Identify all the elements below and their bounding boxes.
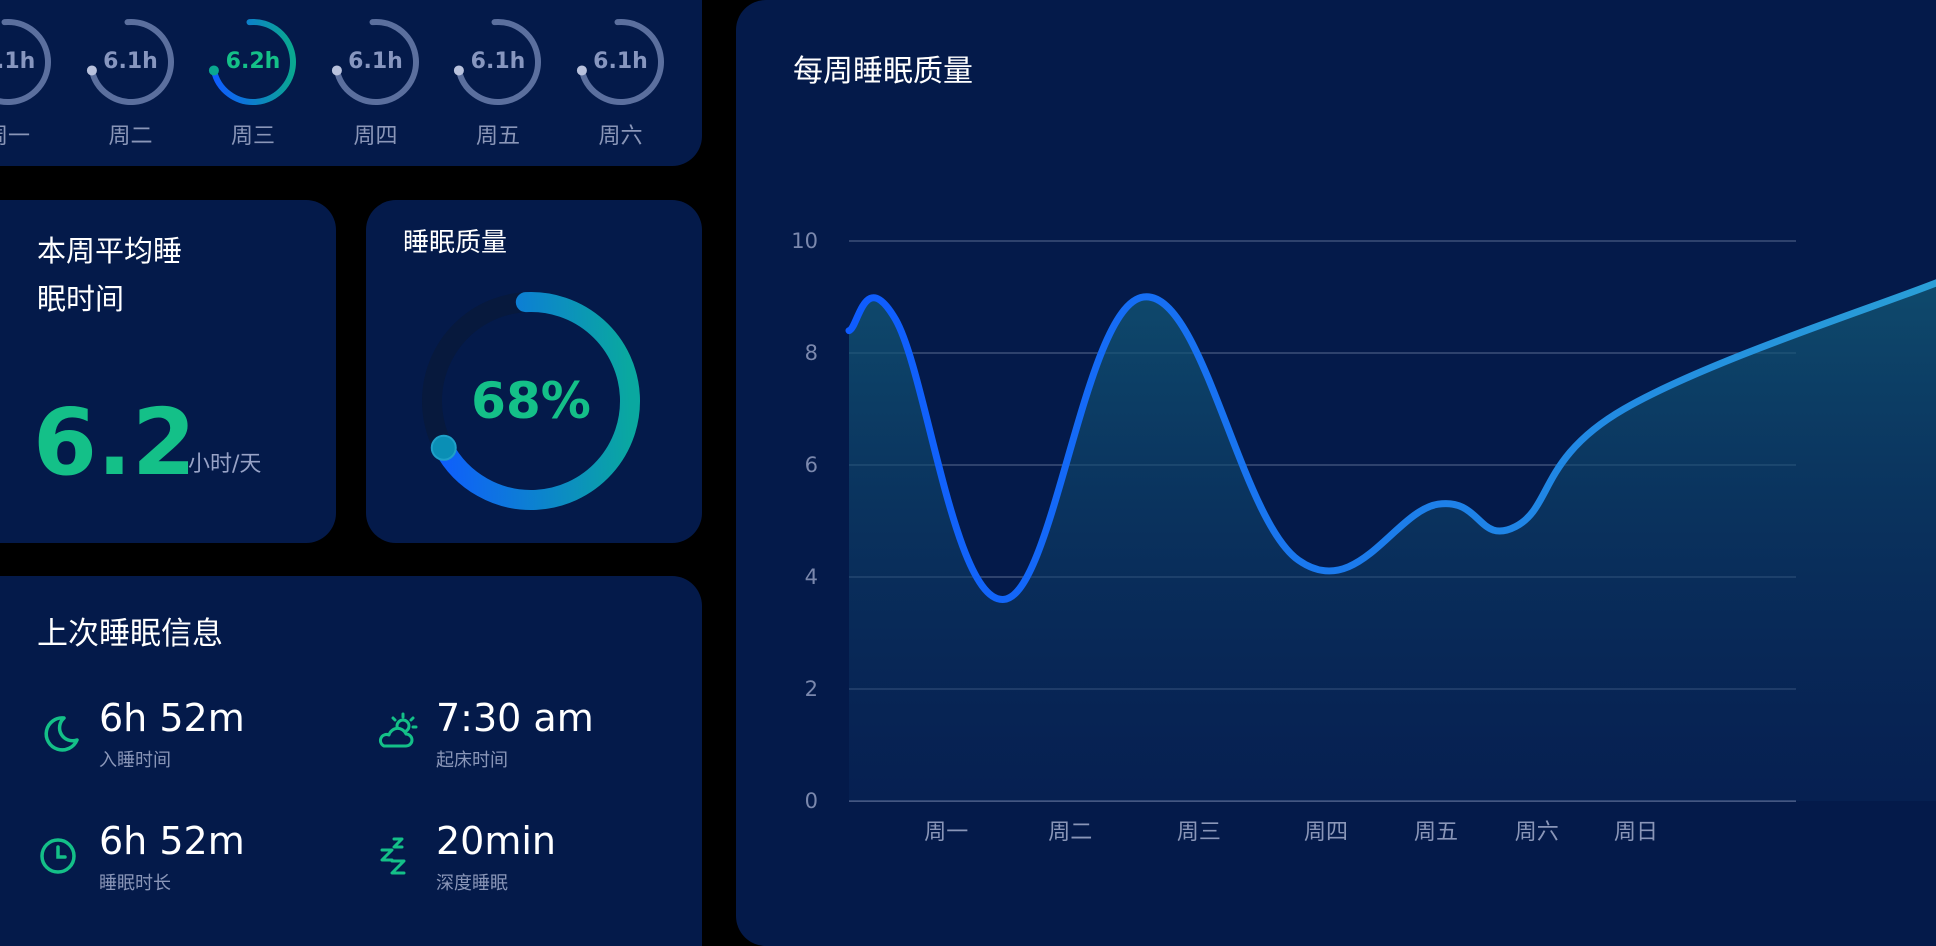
quality-percent: 68%	[471, 372, 591, 430]
day-ring: 6.1h 周二	[83, 14, 179, 149]
sleep-duration-value: 6h 52m	[99, 819, 245, 863]
sleep-onset-value: 6h 52m	[99, 696, 245, 740]
sleep-duration-info: 6h 52m 睡眠时长	[37, 819, 357, 899]
y-tick-label: 10	[791, 229, 818, 253]
x-tick-label: 周二	[1048, 820, 1092, 845]
weekly-quality-chart: 0 2 4 6 8 10 周一 周二 周三 周四 周五 周六 周日	[791, 229, 1936, 845]
day-ring-value: 6.1h	[0, 49, 36, 74]
day-ring-arc	[0, 19, 51, 105]
day-ring: 6.1h 周一	[0, 14, 56, 149]
day-ring-arc	[576, 19, 664, 105]
y-tick-label: 4	[805, 565, 818, 589]
sun-cloud-icon	[378, 712, 418, 748]
day-ring: 6.1h 周四	[328, 14, 424, 149]
quality-gauge-knob	[430, 434, 457, 461]
x-tick-label: 周日	[1614, 820, 1658, 845]
average-title: 本周平均睡 眠时间	[37, 227, 217, 323]
day-ring-arc	[331, 19, 419, 105]
day-ring-label: 周一	[0, 124, 30, 149]
day-ring-label: 周六	[598, 124, 643, 149]
quality-gauge-arc	[422, 292, 640, 510]
deep-sleep-info: 20min 深度睡眠	[374, 819, 694, 899]
day-ring-arc	[453, 19, 541, 105]
chart-title: 每周睡眠质量	[793, 54, 973, 89]
day-ring-knob	[86, 65, 97, 76]
average-unit: 小时/天	[188, 452, 262, 477]
last-sleep-card: 上次睡眠信息 6h 52m 入睡时间 7:30 am 起床时间 6h 52m 睡…	[0, 576, 702, 946]
average-value: 6.2	[33, 389, 196, 496]
wake-time-info: 7:30 am 起床时间	[374, 696, 694, 776]
x-tick-label: 周四	[1304, 820, 1348, 845]
day-ring: 6.2h 周三	[205, 14, 301, 149]
day-ring-label: 周二	[108, 124, 153, 149]
daily-rings-card: 6.1h 周一 6.1h 周二 6.2h 周三 6.1h 周四 6.1h 周五 6.1h 周六	[0, 0, 702, 166]
day-ring-value: 6.1h	[593, 49, 648, 74]
day-ring-arc	[86, 19, 174, 105]
average-title-line1: 本周平均睡	[37, 234, 183, 268]
day-ring-value: 6.1h	[470, 49, 526, 74]
sleep-duration-label: 睡眠时长	[99, 873, 171, 894]
day-ring-value: 6.1h	[103, 49, 158, 74]
day-ring: 6.1h 周五	[450, 14, 546, 149]
sleep-quality-card: 睡眠质量 68%	[366, 200, 702, 543]
last-sleep-title: 上次睡眠信息	[37, 616, 223, 652]
day-ring-label: 周三	[230, 124, 275, 149]
sleep-onset-label: 入睡时间	[99, 750, 171, 771]
day-ring-arc	[208, 19, 296, 105]
x-tick-label: 周六	[1515, 820, 1559, 845]
x-tick-label: 周一	[924, 820, 968, 845]
average-title-line2: 眠时间	[37, 282, 125, 316]
clock-icon	[40, 838, 76, 874]
day-ring-label: 周五	[475, 124, 520, 149]
y-tick-label: 8	[805, 341, 818, 365]
wake-time-value: 7:30 am	[436, 696, 594, 740]
x-tick-label: 周三	[1177, 820, 1221, 845]
weekly-quality-card: 每周睡眠质量 0 2 4 6 8 10 周一 周二 周三 周四 周五 周六 周日	[736, 0, 1936, 946]
day-ring-knob	[331, 65, 342, 76]
quality-gauge	[422, 292, 640, 510]
day-ring-value: 6.2h	[225, 49, 281, 74]
y-tick-label: 0	[805, 789, 818, 813]
wake-time-label: 起床时间	[436, 750, 508, 771]
quality-title: 睡眠质量	[403, 228, 508, 258]
x-tick-label: 周五	[1414, 820, 1458, 845]
chart-series-line	[845, 279, 1936, 603]
day-ring-knob	[576, 65, 587, 76]
day-ring-knob	[208, 65, 219, 76]
y-tick-label: 2	[805, 677, 818, 701]
zzz-icon	[380, 837, 406, 875]
y-tick-label: 6	[805, 453, 818, 477]
deep-sleep-value: 20min	[436, 819, 557, 863]
day-ring-value: 6.1h	[348, 49, 403, 74]
deep-sleep-label: 深度睡眠	[436, 873, 508, 894]
chart-area-fill	[849, 282, 1936, 801]
day-ring: 6.1h 周六	[573, 14, 669, 149]
moon-icon	[44, 716, 79, 752]
day-ring-knob	[453, 65, 464, 76]
weekly-average-card: 本周平均睡 眠时间 6.2 小时/天	[0, 200, 336, 543]
day-ring-label: 周四	[353, 124, 398, 149]
sleep-onset-info: 6h 52m 入睡时间	[37, 696, 357, 776]
